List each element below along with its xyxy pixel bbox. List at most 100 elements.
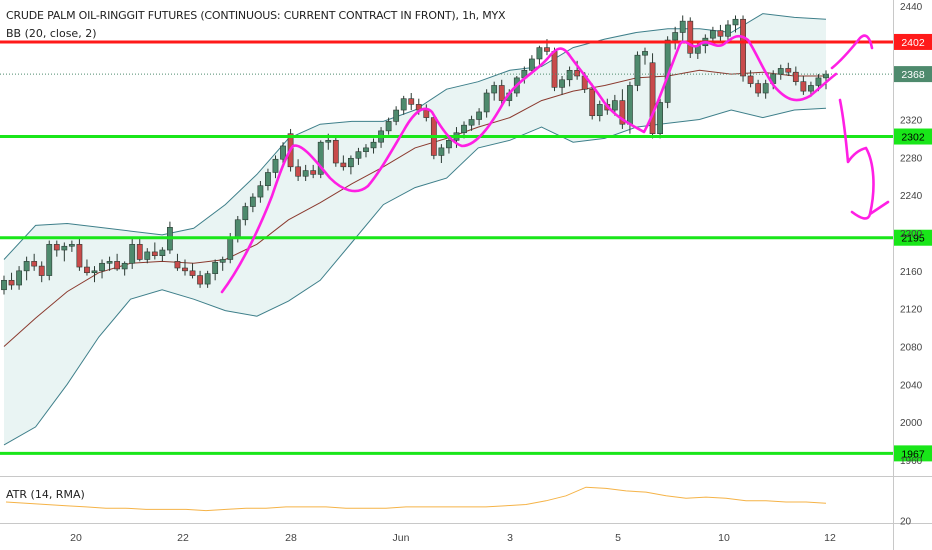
candle-body xyxy=(106,261,113,264)
y-tick-label: 2280 xyxy=(900,153,923,164)
candle-body xyxy=(815,77,822,86)
x-tick-label: 20 xyxy=(70,532,82,544)
level-label-bg-2195 xyxy=(894,229,932,246)
last-price-label: 2368 xyxy=(901,69,925,81)
hand-drawing-1 xyxy=(220,34,838,294)
candle-body xyxy=(227,237,234,260)
candle-body xyxy=(498,85,505,101)
candle-body xyxy=(347,157,354,168)
candle-body xyxy=(725,24,731,37)
candle-body xyxy=(249,196,256,207)
candle-body xyxy=(476,111,483,120)
level-label-1967: 1967 xyxy=(901,448,925,460)
candle-body xyxy=(99,262,105,272)
candle-body xyxy=(792,71,799,82)
candle-body xyxy=(528,58,535,71)
candle-body xyxy=(317,141,324,175)
candle-body xyxy=(642,51,648,56)
candle-body xyxy=(687,20,694,54)
candle-body xyxy=(800,81,807,92)
candle-body xyxy=(129,244,136,264)
y-tick-label: 2160 xyxy=(900,267,923,278)
y-tick-label: 1960 xyxy=(900,456,923,467)
candle-body xyxy=(611,100,618,111)
candle-body xyxy=(295,166,302,177)
level-label-bg-1967 xyxy=(894,445,932,462)
y-tick-label: 2240 xyxy=(900,191,923,202)
candle-body xyxy=(679,20,686,33)
candle-body xyxy=(393,109,400,122)
candle-body xyxy=(468,119,475,126)
candle-body xyxy=(325,140,332,143)
candle-body xyxy=(151,251,158,257)
level-label-2302: 2302 xyxy=(901,132,925,144)
y-tick-label: 2120 xyxy=(900,305,923,316)
hand-drawing-3 xyxy=(838,98,890,220)
sub-y-tick-label: 20 xyxy=(900,517,912,528)
candle-body xyxy=(657,102,663,134)
candle-body xyxy=(91,270,98,274)
candle-body xyxy=(144,251,151,260)
candle-body xyxy=(536,47,543,60)
chart-title: CRUDE PALM OIL-RINGGIT FUTURES (CONTINUO… xyxy=(6,9,506,22)
candle-body xyxy=(61,245,68,251)
candle-body xyxy=(755,83,762,94)
candle-body xyxy=(68,244,75,247)
atr-legend[interactable]: ATR (14, RMA) xyxy=(6,488,85,501)
candle-body xyxy=(408,98,415,105)
candle-body xyxy=(808,85,814,92)
candle-body xyxy=(16,270,22,286)
candle-body xyxy=(332,140,339,164)
candle-body xyxy=(84,266,90,274)
y-tick-label: 2080 xyxy=(900,343,923,354)
candle-body xyxy=(762,83,769,94)
candle-body xyxy=(242,206,249,221)
candle-body xyxy=(400,98,407,111)
x-tick-label: 12 xyxy=(824,532,836,544)
candle-body xyxy=(619,100,626,125)
candle-body xyxy=(121,262,128,270)
x-tick-label: 3 xyxy=(507,532,513,544)
candle-body xyxy=(627,85,633,125)
candle-body xyxy=(234,219,241,239)
candles-group xyxy=(1,15,829,295)
candle-body xyxy=(370,141,377,149)
candle-body xyxy=(204,273,211,285)
x-tick-label: 22 xyxy=(177,532,189,544)
candle-body xyxy=(114,261,121,270)
candle-body xyxy=(461,124,467,134)
candle-body xyxy=(23,261,30,272)
candle-body xyxy=(31,261,38,267)
candle-body xyxy=(197,275,203,285)
y-tick-label: 2200 xyxy=(900,229,923,240)
candle-body xyxy=(159,249,166,256)
level-label-2402: 2402 xyxy=(901,37,925,49)
candle-body xyxy=(310,170,317,175)
candle-body xyxy=(53,244,60,251)
candle-body xyxy=(559,79,565,88)
candle-body xyxy=(189,270,196,276)
candle-body xyxy=(574,70,581,77)
candle-body xyxy=(483,92,490,113)
candle-body xyxy=(732,18,739,26)
y-tick-label: 2440 xyxy=(900,2,923,13)
candle-body xyxy=(385,121,392,132)
y-tick-label: 2320 xyxy=(900,116,923,127)
level-label-bg-2402 xyxy=(894,33,932,50)
candle-body xyxy=(182,267,188,272)
candle-body xyxy=(709,30,716,39)
candle-body xyxy=(785,68,792,73)
x-tick-label: 28 xyxy=(285,532,297,544)
candle-body xyxy=(823,73,829,79)
bollinger-basis xyxy=(3,69,826,347)
candle-body xyxy=(491,85,498,94)
bollinger-legend[interactable]: BB (20, close, 2) xyxy=(6,27,97,40)
candle-body xyxy=(672,32,679,41)
candle-body xyxy=(634,54,641,86)
candle-body xyxy=(551,51,558,88)
candle-body xyxy=(740,18,746,77)
candle-body xyxy=(1,279,7,291)
candle-body xyxy=(446,140,452,149)
